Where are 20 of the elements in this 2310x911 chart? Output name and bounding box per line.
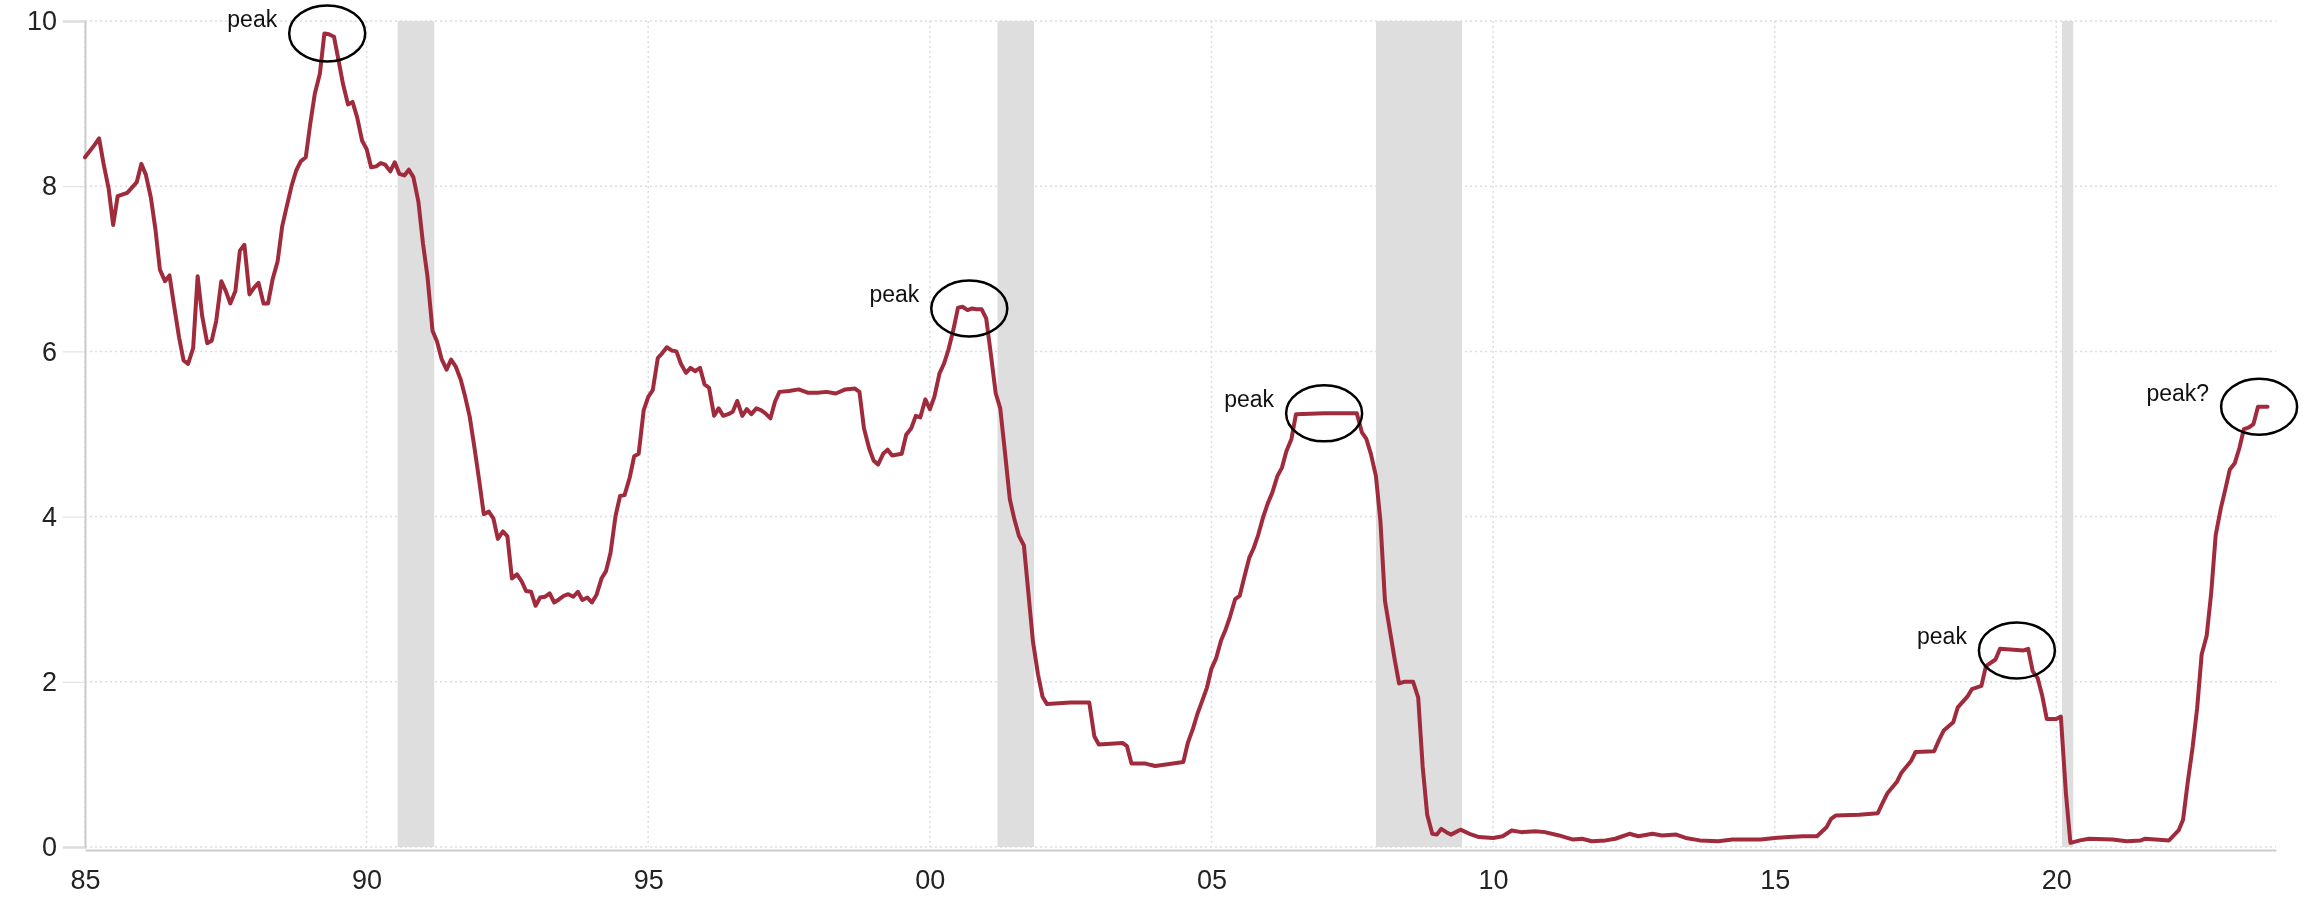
annotation: peak?: [2146, 379, 2210, 406]
annotation: peak: [1224, 386, 1275, 413]
annotation: peak: [1917, 623, 1968, 650]
y-tick-label: 6: [41, 336, 57, 367]
x-tick-label: 95: [633, 865, 664, 896]
y-tick-label: 8: [41, 171, 57, 202]
x-tick-label: 90: [352, 865, 383, 896]
x-tick-label: 20: [2041, 865, 2072, 896]
annotation: peak: [869, 281, 920, 308]
y-tick-label: 0: [41, 832, 57, 863]
x-tick-label: 15: [1760, 865, 1791, 896]
x-tick-label: 85: [70, 865, 101, 896]
y-tick-label: 2: [41, 666, 57, 697]
y-tick-label: 10: [26, 6, 57, 37]
x-tick-label: 05: [1196, 865, 1227, 896]
x-tick-label: 10: [1478, 865, 1509, 896]
annotation: peak: [227, 6, 278, 33]
line-series: [83, 31, 2270, 845]
x-tick-label: 00: [915, 865, 946, 896]
y-tick-label: 4: [41, 501, 57, 532]
